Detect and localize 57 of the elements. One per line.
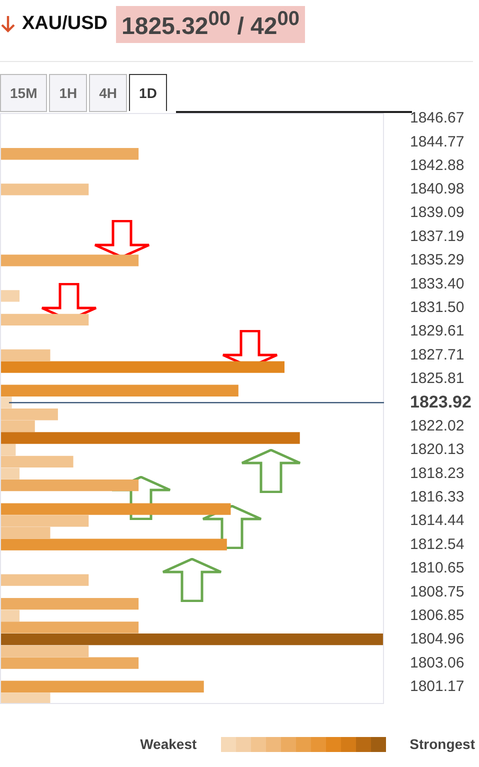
y-tick-label: 1844.77: [410, 133, 464, 150]
y-tick-label: 1840.98: [410, 180, 464, 198]
y-tick-label: 1827.71: [410, 346, 464, 364]
text: Weakest: [140, 736, 197, 752]
text: Strongest: [410, 736, 475, 752]
bar: [0, 456, 74, 468]
y-tick-label: 1835.29: [410, 252, 464, 269]
y-tick-label: 1846.67: [410, 110, 464, 127]
bar: [0, 610, 20, 622]
bar: [0, 680, 204, 692]
bar: [0, 574, 89, 586]
bar: [0, 480, 139, 492]
bar: [0, 148, 139, 160]
y-tick-label: 1823.92: [410, 392, 472, 412]
bar: [0, 598, 139, 610]
y-tick-label: 1806.85: [410, 607, 464, 624]
bar: [0, 503, 231, 515]
text: 1H: [49, 74, 88, 112]
bar: [0, 384, 238, 396]
bar: [0, 184, 89, 196]
chart-title: XAU/USD: [22, 13, 108, 35]
bar: [0, 432, 300, 444]
y-tick-label: 1801.17: [410, 678, 464, 696]
y-tick-label: 1825.81: [410, 370, 464, 388]
y-tick-label: 1839.09: [410, 204, 464, 222]
bar: [0, 254, 139, 266]
chart-subtitle: 1825.32$^{00}$ / 42$^{00}$: [116, 6, 306, 42]
y-tick-label: 1822.02: [410, 418, 464, 435]
bar: [0, 538, 227, 550]
bar: [0, 645, 89, 657]
y-tick-label: 1837.19: [410, 228, 464, 245]
y-tick-label: 1831.50: [410, 299, 464, 316]
bar: [0, 396, 12, 408]
text: 1D: [129, 74, 167, 111]
y-tick-label: 1803.06: [410, 654, 464, 672]
y-tick-label: 1812.54: [410, 536, 464, 553]
y-tick-label: 1818.23: [410, 464, 464, 482]
text: 4H: [89, 74, 128, 112]
y-tick-label: 1820.13: [410, 441, 464, 458]
bar: [0, 692, 50, 704]
bar: [0, 361, 284, 373]
y-tick-label: 1816.33: [410, 488, 464, 506]
y-tick-label: 1804.96: [410, 630, 464, 648]
bar: [0, 444, 16, 456]
y-tick-label: 1829.61: [410, 322, 464, 340]
y-tick-label: 1833.40: [410, 275, 464, 292]
bar: [0, 622, 139, 634]
y-tick-label: 1808.75: [410, 583, 464, 600]
bar: [0, 290, 20, 302]
bar: [0, 349, 50, 361]
y-tick-label: 1814.44: [410, 512, 464, 530]
bar: [0, 468, 20, 480]
y-tick-label: 1810.65: [410, 560, 464, 577]
text: 15M: [0, 74, 48, 112]
bar: [0, 657, 139, 669]
y-tick-label: 1842.88: [410, 156, 464, 174]
bar: [0, 633, 384, 646]
